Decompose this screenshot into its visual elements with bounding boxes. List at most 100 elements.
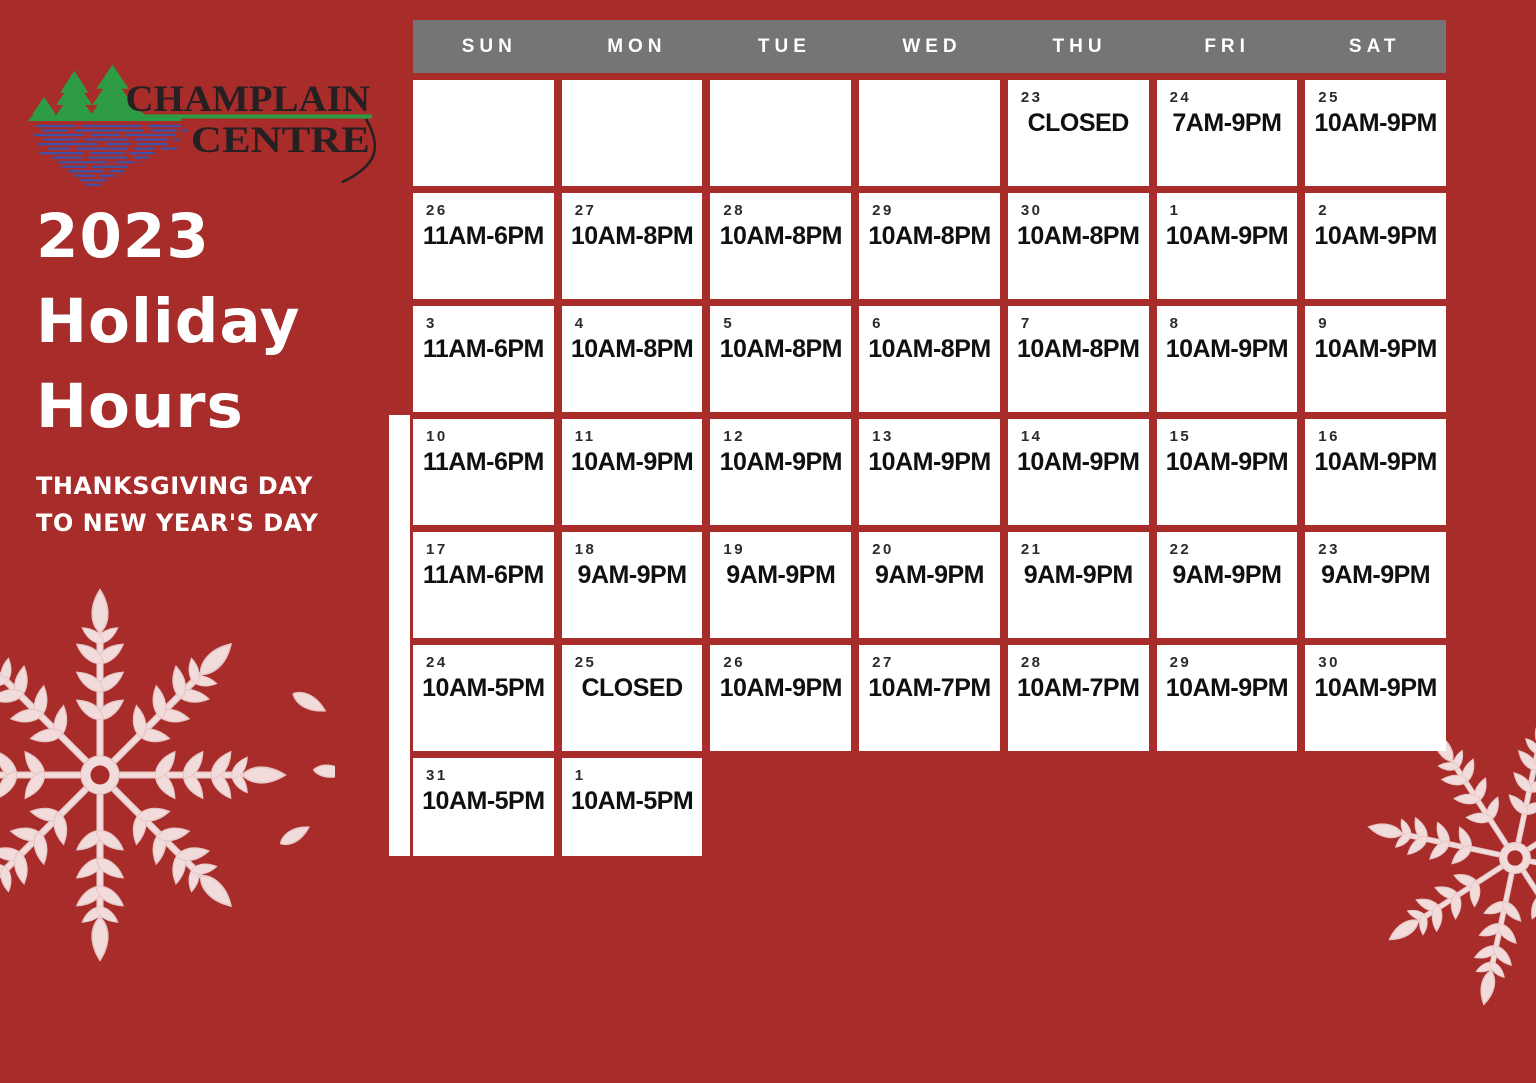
calendar-cell-hours: 10AM-9PM <box>868 448 991 476</box>
calendar-cell-date: 7 <box>1020 315 1032 332</box>
snowflake-decoration-left <box>0 540 335 1010</box>
calendar-cell: 25 CLOSED <box>561 645 703 751</box>
calendar-cell: 28 10AM-7PM <box>1007 645 1149 751</box>
calendar-cell: 24 7AM-9PM <box>1156 80 1298 186</box>
calendar-cell-hours: 10AM-9PM <box>1016 448 1140 476</box>
calendar-cell-date: 6 <box>872 315 883 332</box>
calendar-cell-date: 14 <box>1020 428 1043 445</box>
calendar-cell-hours: 9AM-9PM <box>577 561 688 589</box>
calendar-cell-hours: CLOSED <box>581 674 683 702</box>
calendar-cell-date: 27 <box>574 202 597 219</box>
calendar-empty-slot <box>710 758 851 856</box>
calendar-cell-date: 24 <box>1169 89 1192 106</box>
calendar-cell: 18 9AM-9PM <box>561 532 703 638</box>
day-header-row: SUN MON TUE WED THU FRI SAT <box>413 20 1446 73</box>
calendar-empty-slot <box>1008 758 1149 856</box>
calendar-cell: 14 10AM-9PM <box>1007 419 1149 525</box>
calendar-cell: 10 11AM-6PM <box>413 419 554 525</box>
calendar-cell-date: 27 <box>872 654 894 671</box>
calendar-week-row: 31 10AM-5PM 1 10AM-5PM <box>413 758 1446 856</box>
calendar-cell-hours: 10AM-8PM <box>570 335 694 363</box>
calendar-cell: 1 10AM-5PM <box>561 758 703 856</box>
subtitle-line2: TO NEW YEAR'S DAY <box>36 509 319 537</box>
calendar-cell-hours: 11AM-6PM <box>422 448 545 476</box>
calendar-cell-hours: 10AM-9PM <box>1314 222 1437 250</box>
day-header: TUE <box>757 35 811 57</box>
calendar-cell-date: 20 <box>872 541 894 558</box>
calendar-cell: 26 11AM-6PM <box>413 193 554 299</box>
calendar-cell-hours: 10AM-5PM <box>422 787 545 815</box>
calendar-cell-date: 9 <box>1318 315 1330 332</box>
calendar-week-row: 10 11AM-6PM 11 10AM-9PM 12 10AM-9PM 13 10AM-9PM… <box>413 419 1446 525</box>
calendar-cell: 6 10AM-8PM <box>859 306 1000 412</box>
calendar-cell-date: 31 <box>426 767 448 784</box>
title-word-holiday: Holiday <box>36 286 301 357</box>
calendar-cell-hours: 10AM-7PM <box>868 674 991 702</box>
calendar-cell: 11 10AM-9PM <box>561 419 703 525</box>
calendar-cell-date <box>562 80 703 89</box>
calendar-cell-date: 1 <box>1169 202 1181 219</box>
day-header: MON <box>607 35 667 57</box>
calendar-cell: 29 10AM-8PM <box>859 193 1000 299</box>
calendar-empty-slot <box>1157 758 1298 856</box>
calendar-week-row: 17 11AM-6PM 18 9AM-9PM 19 9AM-9PM 20 9AM-9PM 21 9… <box>413 532 1446 638</box>
calendar-cell-date <box>859 80 1000 89</box>
calendar-cell-date: 19 <box>723 541 746 558</box>
calendar-cell-date: 15 <box>1169 428 1192 445</box>
page-subtitle: THANKSGIVING DAY TO NEW YEAR'S DAY <box>36 468 318 542</box>
calendar-cell-date: 28 <box>1020 654 1043 671</box>
calendar-cell-date: 1 <box>574 767 586 784</box>
day-header: FRI <box>1204 35 1250 57</box>
calendar-cell: 27 10AM-8PM <box>561 193 703 299</box>
day-header: THU <box>1052 35 1107 57</box>
calendar-cell: 30 10AM-8PM <box>1007 193 1149 299</box>
calendar-cell-hours: 10AM-9PM <box>1314 335 1437 363</box>
calendar-cell-hours: 10AM-8PM <box>570 222 694 250</box>
calendar-cell: 3 11AM-6PM <box>413 306 554 412</box>
calendar-cell-date <box>710 80 851 89</box>
calendar-cell-date: 26 <box>426 202 448 219</box>
calendar-cell: 19 9AM-9PM <box>710 532 852 638</box>
calendar-cell <box>859 80 1000 186</box>
calendar-cell: 30 10AM-9PM <box>1305 645 1446 751</box>
calendar-cell-hours: 11AM-6PM <box>422 561 545 589</box>
calendar-empty-slot <box>1305 758 1446 856</box>
calendar-cell-hours: 10AM-9PM <box>1165 222 1289 250</box>
calendar-cell: 22 9AM-9PM <box>1156 532 1298 638</box>
calendar-cell: 8 10AM-9PM <box>1156 306 1298 412</box>
calendar-cell-date: 11 <box>574 428 596 445</box>
calendar-cell: 12 10AM-9PM <box>710 419 852 525</box>
day-header: WED <box>902 35 962 57</box>
calendar-cell: 17 11AM-6PM <box>413 532 554 638</box>
calendar-cell-date: 29 <box>872 202 894 219</box>
calendar-cell-hours: 10AM-5PM <box>422 674 545 702</box>
day-header: SUN <box>461 35 517 57</box>
calendar-cell-hours: 7AM-9PM <box>1172 109 1282 137</box>
calendar-cell-date: 10 <box>426 428 448 445</box>
title-word-hours: Hours <box>36 371 244 442</box>
calendar-cell-hours: 10AM-9PM <box>1314 448 1437 476</box>
calendar-cell-hours: 9AM-9PM <box>874 561 985 589</box>
calendar-cell: 15 10AM-9PM <box>1156 419 1298 525</box>
calendar-cell-hours: CLOSED <box>1027 109 1130 137</box>
calendar-cell-hours: 10AM-5PM <box>570 787 694 815</box>
logo-rule <box>123 114 372 119</box>
calendar-cell-hours: 9AM-9PM <box>1023 561 1134 589</box>
calendar-cell-hours: 9AM-9PM <box>726 561 836 589</box>
calendar-cell-date: 25 <box>574 654 597 671</box>
champlain-centre-logo: CHAMPLAIN CENTRE <box>28 62 378 194</box>
calendar-cell: 27 10AM-7PM <box>859 645 1000 751</box>
calendar-cell <box>561 80 703 186</box>
logo-text-line2: CENTRE <box>191 120 370 161</box>
calendar-cell-date: 8 <box>1169 315 1181 332</box>
calendar-cell-date: 21 <box>1020 541 1043 558</box>
calendar-weeks: 23 CLOSED 24 7AM-9PM 25 10AM-9PM 26 11AM-6PM 27 1… <box>413 80 1446 856</box>
calendar-cell-date: 16 <box>1318 428 1340 445</box>
calendar-cell-hours: 10AM-8PM <box>1016 335 1140 363</box>
calendar-cell-date: 25 <box>1318 89 1340 106</box>
calendar-cell-hours: 10AM-9PM <box>719 448 843 476</box>
calendar-cell-hours: 9AM-9PM <box>1172 561 1282 589</box>
calendar-cell-hours: 10AM-8PM <box>719 222 843 250</box>
holiday-hours-flyer: { "page_title": "2023 Holiday Hours", "b… <box>0 20 1536 864</box>
calendar-cell-hours: 10AM-9PM <box>1165 448 1289 476</box>
